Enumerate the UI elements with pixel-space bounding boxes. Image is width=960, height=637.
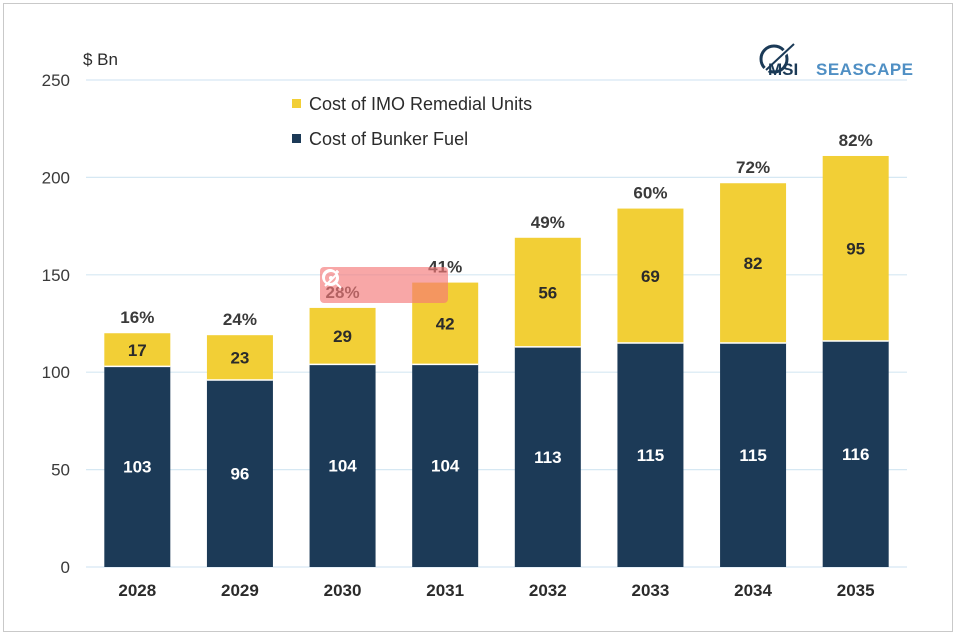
legend: Cost of IMO Remedial Units Cost of Bunke… <box>292 94 532 149</box>
bar-segment-imo-units <box>822 155 889 342</box>
bar-segment-bunker-fuel <box>822 341 889 567</box>
bar-segment-bunker-fuel <box>412 364 479 567</box>
bar-value-label: 104 <box>431 457 460 476</box>
x-tick-label: 2031 <box>426 581 464 600</box>
bar-value-label: 23 <box>230 349 249 368</box>
y-unit-label: $ Bn <box>83 50 118 69</box>
bar-value-label: 115 <box>637 446 664 465</box>
msi-seascape-logo: MSI SEASCAPE <box>759 40 914 79</box>
x-tick-label: 2029 <box>221 581 259 600</box>
bar-value-label: 29 <box>333 327 352 346</box>
y-tick-label: 100 <box>42 363 70 382</box>
logo-text-seascape: SEASCAPE <box>816 60 914 79</box>
legend-label-imo: Cost of IMO Remedial Units <box>309 94 532 114</box>
x-tick-label: 2028 <box>118 581 156 600</box>
x-tick-label: 2035 <box>837 581 875 600</box>
compass-logo-icon <box>759 40 798 74</box>
x-axis: 2028 2029 2030 2031 2032 2033 2034 2035 <box>118 581 874 600</box>
bar-segment-imo-units <box>720 183 787 343</box>
legend-swatch-fuel <box>292 134 301 143</box>
y-tick-label: 200 <box>42 168 70 187</box>
y-axis: 0 50 100 150 200 250 <box>42 71 70 577</box>
x-tick-label: 2030 <box>324 581 362 600</box>
percent-label: 72% <box>736 158 770 177</box>
bar-segment-imo-units <box>104 333 171 367</box>
bar-value-label: 82 <box>744 254 763 273</box>
magic-wand-icon[interactable] <box>324 270 396 297</box>
percent-label: 16% <box>120 308 154 327</box>
x-tick-label: 2033 <box>632 581 670 600</box>
image-toolbar-overlay[interactable] <box>320 267 448 303</box>
bar-segment-imo-units <box>206 335 273 380</box>
bar-value-label: 103 <box>123 458 151 477</box>
y-tick-label: 0 <box>61 558 70 577</box>
bar-segment-imo-units <box>617 208 684 343</box>
y-tick-label: 250 <box>42 71 70 90</box>
y-tick-label: 150 <box>42 266 70 285</box>
bar-value-label: 69 <box>641 267 660 286</box>
legend-swatch-imo <box>292 99 301 108</box>
bar-segment-bunker-fuel <box>720 342 787 567</box>
bar-segment-imo-units <box>514 237 581 347</box>
x-tick-label: 2034 <box>734 581 772 600</box>
zoom-icon[interactable] <box>322 269 439 297</box>
bar-value-label: 115 <box>739 446 766 465</box>
bars: 1031716%962324%1042928%1044241%1135649%1… <box>104 131 889 567</box>
bar-value-label: 116 <box>842 445 869 464</box>
x-tick-label: 2032 <box>529 581 567 600</box>
bar-value-label: 96 <box>230 464 249 483</box>
percent-label: 49% <box>531 213 565 232</box>
percent-label: 82% <box>839 131 873 150</box>
percent-label: 60% <box>633 184 667 203</box>
percent-label: 24% <box>223 310 257 329</box>
bar-value-label: 17 <box>128 341 147 360</box>
legend-label-fuel: Cost of Bunker Fuel <box>309 129 468 149</box>
bar-value-label: 95 <box>846 240 865 259</box>
bar-value-label: 113 <box>534 448 561 467</box>
bar-value-label: 56 <box>538 283 557 302</box>
bar-segment-bunker-fuel <box>514 346 581 567</box>
logo-text-msi: MSI <box>768 60 798 79</box>
y-tick-label: 50 <box>51 461 70 480</box>
bar-segment-bunker-fuel <box>617 342 684 567</box>
bar-segment-bunker-fuel <box>206 379 273 567</box>
bar-segment-bunker-fuel <box>104 366 171 567</box>
bar-value-label: 42 <box>436 315 455 334</box>
bar-value-label: 104 <box>328 457 357 476</box>
bar-segment-imo-units <box>309 307 376 365</box>
bar-segment-bunker-fuel <box>309 364 376 567</box>
